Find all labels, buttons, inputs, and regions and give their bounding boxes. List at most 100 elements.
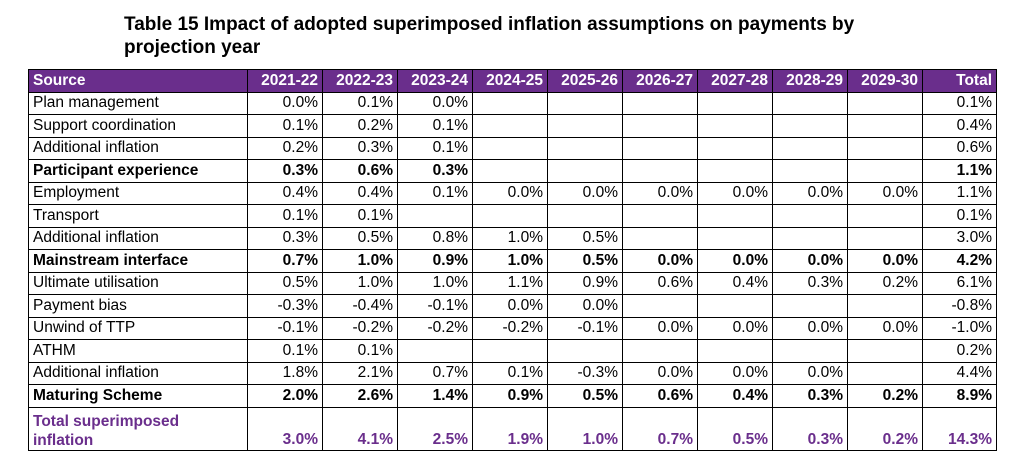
- value-cell: [622, 204, 698, 228]
- value-cell: -0.1%: [397, 294, 473, 318]
- value-cell: 0.0%: [622, 249, 698, 273]
- value-cell: 0.0%: [772, 181, 848, 205]
- value-cell: [622, 114, 698, 138]
- value-cell: [622, 91, 698, 115]
- value-cell: 0.0%: [697, 249, 773, 273]
- value-cell: 0.9%: [397, 249, 473, 273]
- row-label: Participant experience: [28, 159, 248, 183]
- column-header-year: 2029-30: [847, 69, 923, 93]
- value-cell: [847, 159, 923, 183]
- value-cell: [772, 114, 848, 138]
- value-cell: [697, 159, 773, 183]
- value-cell: 3.0%: [247, 406, 323, 451]
- value-cell: [622, 339, 698, 363]
- value-cell: [622, 294, 698, 318]
- value-cell: [697, 136, 773, 160]
- value-cell: 0.3%: [772, 406, 848, 451]
- value-cell: 2.0%: [247, 384, 323, 408]
- value-cell: [547, 159, 623, 183]
- value-cell: 0.2%: [322, 114, 398, 138]
- value-cell: -0.2%: [472, 316, 548, 340]
- value-cell: -0.4%: [322, 294, 398, 318]
- value-cell: 0.3%: [772, 384, 848, 408]
- column-header-year: 2023-24: [397, 69, 473, 93]
- value-cell: 0.0%: [622, 316, 698, 340]
- total-cell: 1.1%: [922, 159, 997, 183]
- value-cell: 1.0%: [322, 249, 398, 273]
- subtotal-row: Maturing Scheme 2.0% 2.6% 1.4% 0.9% 0.5% 0.6% 0…: [28, 384, 997, 408]
- value-cell: [772, 91, 848, 115]
- value-cell: [847, 136, 923, 160]
- value-cell: 0.0%: [247, 91, 323, 115]
- value-cell: -0.2%: [322, 316, 398, 340]
- column-header-year: 2025-26: [547, 69, 623, 93]
- value-cell: [622, 159, 698, 183]
- header-row: Source 2021-22 2022-23 2023-24 2024-25 2025-2…: [28, 69, 997, 93]
- value-cell: [397, 204, 473, 228]
- value-cell: 1.0%: [547, 406, 623, 451]
- value-cell: 0.1%: [322, 91, 398, 115]
- value-cell: 0.0%: [697, 181, 773, 205]
- value-cell: -0.3%: [247, 294, 323, 318]
- value-cell: [697, 339, 773, 363]
- value-cell: 0.3%: [397, 159, 473, 183]
- value-cell: 0.6%: [622, 271, 698, 295]
- value-cell: 0.1%: [397, 114, 473, 138]
- value-cell: 0.5%: [547, 226, 623, 250]
- column-header-year: 2021-22: [247, 69, 323, 93]
- value-cell: [397, 339, 473, 363]
- value-cell: [697, 226, 773, 250]
- column-header-source: Source: [28, 69, 248, 93]
- row-label: Support coordination: [28, 114, 248, 138]
- value-cell: 1.0%: [322, 271, 398, 295]
- total-cell: -0.8%: [922, 294, 997, 318]
- value-cell: 0.1%: [397, 181, 473, 205]
- value-cell: 0.9%: [547, 271, 623, 295]
- row-label: Additional inflation: [28, 226, 248, 250]
- value-cell: 0.4%: [697, 384, 773, 408]
- column-header-year: 2028-29: [772, 69, 848, 93]
- value-cell: -0.3%: [547, 361, 623, 385]
- value-cell: 0.0%: [622, 181, 698, 205]
- value-cell: 0.1%: [397, 136, 473, 160]
- value-cell: 1.8%: [247, 361, 323, 385]
- value-cell: 0.1%: [247, 204, 323, 228]
- value-cell: 0.0%: [397, 91, 473, 115]
- value-cell: [847, 204, 923, 228]
- value-cell: 1.0%: [472, 249, 548, 273]
- value-cell: [847, 91, 923, 115]
- value-cell: 0.5%: [547, 384, 623, 408]
- column-header-year: 2027-28: [697, 69, 773, 93]
- value-cell: 0.0%: [697, 361, 773, 385]
- value-cell: 0.7%: [397, 361, 473, 385]
- value-cell: [472, 114, 548, 138]
- value-cell: [622, 226, 698, 250]
- value-cell: 0.0%: [622, 361, 698, 385]
- value-cell: [472, 204, 548, 228]
- row-label: Unwind of TTP: [28, 316, 248, 340]
- row-label: Ultimate utilisation: [28, 271, 248, 295]
- table-row: Transport 0.1% 0.1% 0.1%: [28, 204, 997, 228]
- value-cell: 0.0%: [847, 181, 923, 205]
- value-cell: 1.4%: [397, 384, 473, 408]
- table-row: Unwind of TTP -0.1% -0.2% -0.2% -0.2% -0.1% 0.…: [28, 316, 997, 340]
- value-cell: [547, 204, 623, 228]
- value-cell: [697, 294, 773, 318]
- table-title: Table 15 Impact of adopted superimposed …: [124, 14, 855, 58]
- row-label: ATHM: [28, 339, 248, 363]
- grand-total-row: Total superimposed inflation 3.0% 4.1% 2.5%…: [28, 406, 997, 451]
- value-cell: [547, 114, 623, 138]
- value-cell: 0.1%: [322, 339, 398, 363]
- value-cell: [547, 136, 623, 160]
- value-cell: [772, 136, 848, 160]
- value-cell: 0.3%: [247, 226, 323, 250]
- value-cell: [547, 91, 623, 115]
- value-cell: 0.7%: [622, 406, 698, 451]
- value-cell: -0.1%: [547, 316, 623, 340]
- table-row: ATHM 0.1% 0.1% 0.2%: [28, 339, 997, 363]
- value-cell: 0.5%: [697, 406, 773, 451]
- subtotal-row: Mainstream interface 0.7% 1.0% 0.9% 1.0% 0.5%…: [28, 249, 997, 273]
- value-cell: [772, 339, 848, 363]
- value-cell: 0.3%: [322, 136, 398, 160]
- value-cell: 1.1%: [472, 271, 548, 295]
